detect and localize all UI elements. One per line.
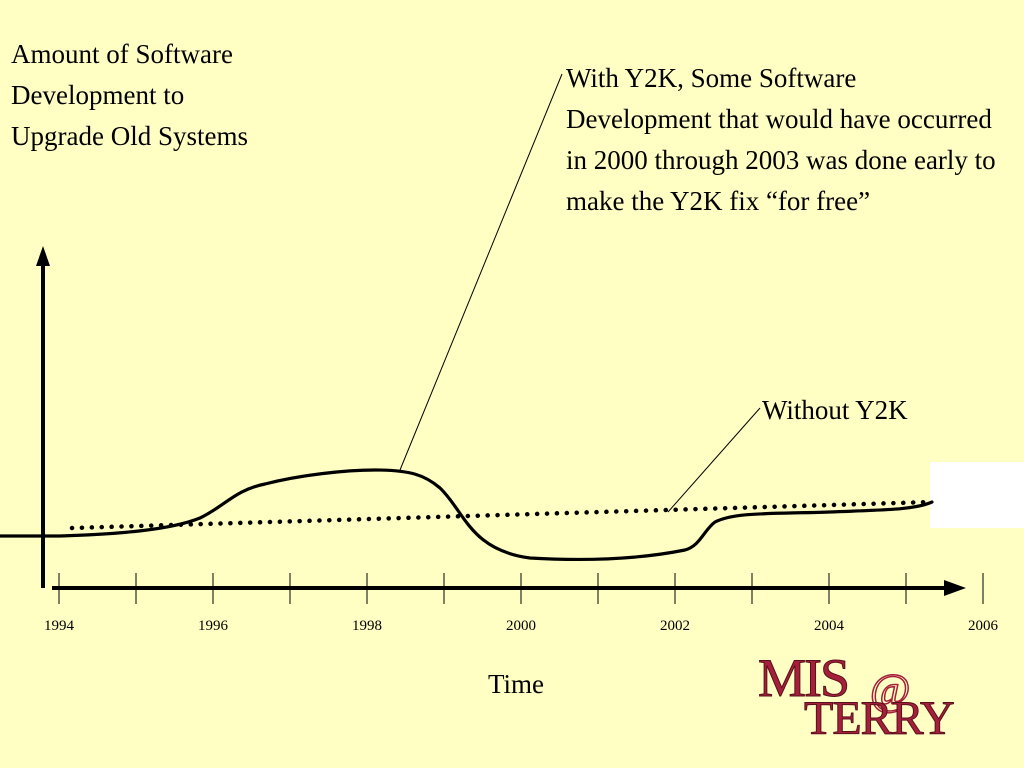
logo-terry: TERRY: [804, 692, 954, 742]
x-axis-label: Time: [488, 669, 545, 699]
without-leader-line: [667, 407, 761, 513]
x-tick-labels: 1994 1996 1998 2000 2002 2004 2006: [44, 618, 999, 634]
y2k-callout: With Y2K, Some Software Development that…: [566, 63, 996, 216]
y-axis-label: Amount of Software Development to Upgrad…: [11, 39, 248, 151]
x-tick-label: 1996: [198, 618, 229, 634]
x-tick-label: 1994: [44, 618, 75, 634]
x-tick-label: 2004: [814, 618, 845, 634]
x-axis-arrow: [944, 580, 966, 596]
y-axis-arrow: [36, 246, 50, 266]
x-tick-label: 1998: [352, 618, 382, 634]
x-tick-label: 2002: [660, 618, 690, 634]
mis-terry-logo: MIS @ TERRY: [758, 648, 956, 743]
x-ticks: [58, 573, 984, 604]
x-tick-label: 2000: [506, 618, 536, 634]
series-with-y2k: [0, 468, 934, 562]
logo-mis: MIS: [758, 648, 848, 708]
series-without-y2k: [69, 499, 933, 531]
callout-leader-line: [399, 73, 563, 471]
white-box: [930, 462, 1024, 528]
logo-at: @: [870, 665, 911, 714]
x-tick-label: 2006: [968, 618, 999, 634]
without-y2k-label: Without Y2K: [762, 395, 908, 425]
